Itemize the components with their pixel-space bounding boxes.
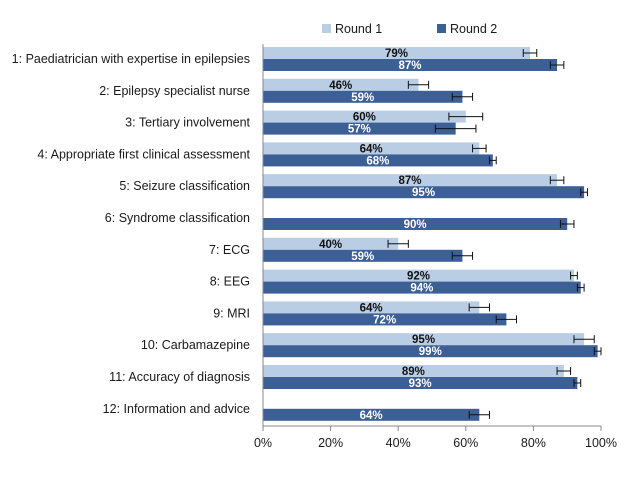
- data-label-round-2: 95%: [412, 187, 435, 199]
- bar-round-1: [263, 174, 558, 187]
- bar-round-2: [263, 186, 585, 199]
- x-tick-label: 80%: [521, 436, 546, 450]
- data-label-round-2: 68%: [366, 155, 389, 167]
- bar-round-2: [263, 281, 581, 294]
- category-label: 2: Epilepsy specialist nurse: [99, 84, 250, 98]
- bar-round-2: [263, 249, 463, 262]
- data-label-round-1: 46%: [329, 80, 352, 92]
- category-label: 12: Information and advice: [103, 402, 250, 416]
- data-label-round-2: 57%: [348, 124, 371, 136]
- legend-swatch-round-2: [437, 24, 446, 33]
- bar-round-2: [263, 59, 558, 71]
- bar-round-2: [263, 345, 598, 358]
- bar-round-1: [263, 237, 399, 250]
- bar-round-1: [263, 301, 480, 314]
- x-tick-label: 60%: [453, 436, 478, 450]
- bar-round-2: [263, 122, 456, 135]
- data-label-round-2: 87%: [399, 60, 422, 72]
- bar-round-2: [263, 408, 480, 421]
- bar-round-1: [263, 269, 574, 282]
- x-tick-label: 20%: [318, 436, 343, 450]
- bar-round-2: [263, 154, 493, 167]
- data-label-round-1: 92%: [407, 271, 430, 283]
- bar-round-1: [263, 333, 585, 346]
- bar-round-1: [263, 47, 531, 59]
- x-axis: 0% 20% 40% 60% 80% 100%: [254, 44, 617, 450]
- category-label: 8: EEG: [210, 275, 250, 289]
- category-label: 10: Carbamazepine: [141, 338, 250, 352]
- data-label-round-2: 59%: [351, 92, 374, 104]
- x-tick-label: 100%: [585, 436, 617, 450]
- bar-round-1: [263, 142, 480, 155]
- data-label-round-1: 64%: [360, 143, 383, 155]
- category-label: 7: ECG: [209, 243, 250, 257]
- category-label: 9: MRI: [213, 306, 250, 320]
- bar-round-1: [263, 365, 564, 377]
- data-label-round-2: 94%: [410, 283, 433, 295]
- data-label-round-1: 89%: [402, 366, 425, 378]
- bar-round-2: [263, 313, 507, 326]
- bar-round-1: [263, 110, 466, 123]
- data-label-round-2: 93%: [409, 378, 432, 390]
- data-label-round-2: 90%: [404, 219, 427, 231]
- bar-round-2: [263, 377, 578, 389]
- category-label: 6: Syndrome classification: [105, 211, 250, 225]
- legend: Round 1 Round 2: [322, 22, 497, 36]
- bar-round-1: [263, 78, 419, 91]
- bar-round-2: [263, 90, 463, 103]
- bars: 79%87%46%59%60%57%64%68%87%95%90%40%59%9…: [263, 47, 602, 422]
- bar-round-2: [263, 218, 568, 230]
- data-label-round-1: 60%: [353, 112, 376, 124]
- category-label: 11: Accuracy of diagnosis: [109, 370, 250, 384]
- data-label-round-2: 64%: [360, 410, 383, 422]
- category-label: 1: Paediatrician with expertise in epile…: [12, 52, 250, 66]
- category-label: 4: Appropriate first clinical assessment: [37, 147, 250, 161]
- category-label: 3: Tertiary involvement: [125, 116, 250, 130]
- data-label-round-1: 40%: [319, 239, 342, 251]
- data-label-round-2: 72%: [373, 314, 396, 326]
- data-label-round-1: 64%: [360, 302, 383, 314]
- legend-swatch-round-1: [322, 24, 331, 33]
- legend-label-round-2: Round 2: [450, 22, 497, 36]
- data-label-round-1: 95%: [412, 334, 435, 346]
- data-label-round-1: 87%: [399, 175, 422, 187]
- legend-label-round-1: Round 1: [335, 22, 382, 36]
- x-tick-label: 0%: [254, 436, 272, 450]
- data-label-round-2: 59%: [351, 251, 374, 263]
- data-label-round-2: 99%: [419, 346, 442, 358]
- x-tick-label: 40%: [386, 436, 411, 450]
- category-label: 5: Seizure classification: [119, 179, 250, 193]
- category-labels: 1: Paediatrician with expertise in epile…: [12, 52, 251, 416]
- data-label-round-1: 79%: [385, 48, 408, 60]
